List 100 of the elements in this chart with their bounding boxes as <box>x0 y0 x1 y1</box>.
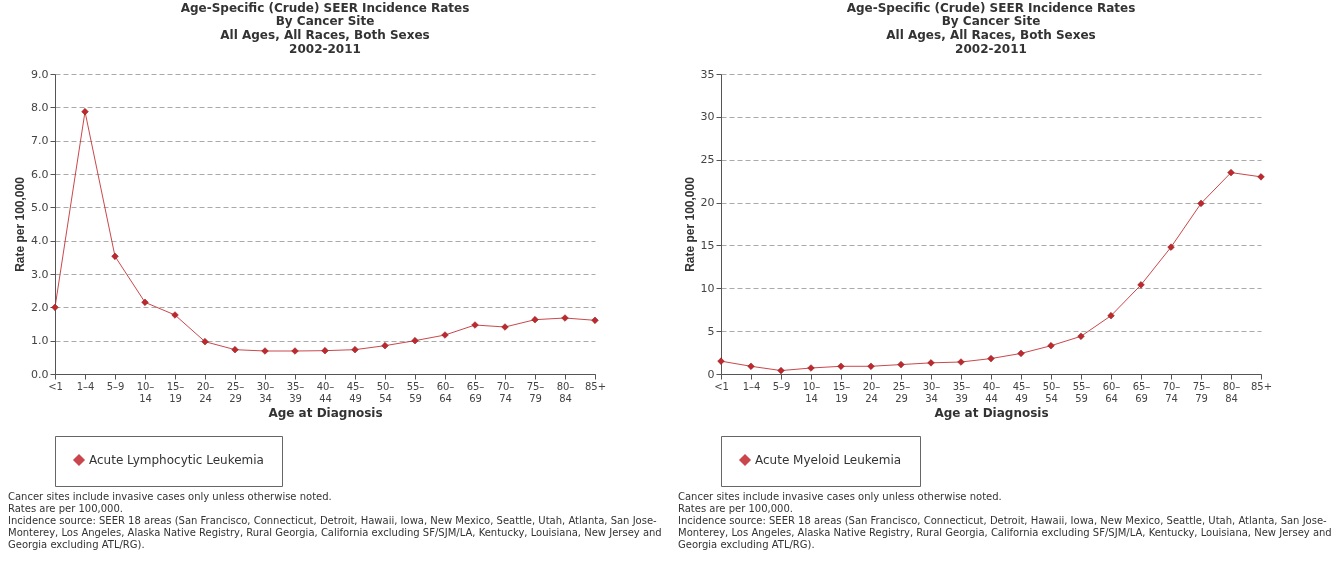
y-tick-label: 10 <box>700 281 715 295</box>
y-tick-label: 2.0 <box>31 300 49 314</box>
y-tick-label: 15 <box>700 238 715 252</box>
point <box>171 311 179 319</box>
legend-label: Acute Lymphocytic Leukemia <box>89 453 264 467</box>
chart-subtitle: By Cancer Site All Ages, All Races, Both Sexes 2002-2011 <box>220 14 430 56</box>
point <box>201 338 209 346</box>
x-tick-label: 75–79 <box>1192 380 1211 404</box>
x-tick-label: 35–39 <box>286 380 305 404</box>
x-tick-label: 45–49 <box>346 380 365 404</box>
x-tick-label: <1 <box>48 380 63 392</box>
x-tick-label: 5–9 <box>772 380 791 392</box>
x-tick-label: 60–64 <box>1102 380 1121 404</box>
point <box>1167 243 1175 251</box>
point <box>987 354 995 363</box>
y-tick-label: 1.0 <box>31 334 49 348</box>
text: Incidence source: SEER 18 areas (San Francisco, Connecticut, Detroit, Hawaii, Iowa, New Mexico, Seattle, Utah, Atlanta, San Jose-Monterey, Los Angeles, Alaska Native Registry, Rural Georgia, California excluding SF/SJM/LA, Kentucky, Louisiana, New Jersey and Georgia excluding ATL/RG). <box>8 515 663 551</box>
y-tick-label: 30 <box>700 110 715 124</box>
x-tick-label: 75–79 <box>526 380 545 404</box>
x-tick-label: 1–4 <box>76 380 95 392</box>
x-tick-label: 25–29 <box>226 380 245 404</box>
legend-label: Acute Myeloid Leukemia <box>755 453 902 467</box>
chart-title: Age-Specific (Crude) SEER Incidence Rates <box>180 1 470 15</box>
point <box>141 298 149 306</box>
x-tick-label: 70–74 <box>496 380 515 404</box>
point <box>81 108 89 116</box>
text: Rates are per 100,000. <box>8 503 124 515</box>
point <box>411 337 419 345</box>
point <box>1107 312 1115 320</box>
point <box>1257 173 1265 181</box>
y-tick-label: 25 <box>700 153 715 167</box>
x-tick-label: 5–9 <box>106 380 125 392</box>
point <box>471 321 479 329</box>
x-tick-label: 70–74 <box>1162 380 1181 404</box>
point <box>591 316 599 324</box>
x-tick-label: 1–4 <box>742 380 761 392</box>
y-tick-label: 5.0 <box>31 200 49 214</box>
point <box>531 316 539 324</box>
text: Cancer sites include invasive cases only unless otherwise noted. <box>678 491 1003 503</box>
y-tick-label: 6.0 <box>31 167 49 181</box>
y-tick-label: 0.0 <box>31 367 49 381</box>
y-tick-label: 5 <box>707 324 715 338</box>
point <box>561 314 569 322</box>
x-tick-label: 35–39 <box>952 380 971 404</box>
point <box>231 346 239 354</box>
point <box>441 331 449 339</box>
point <box>717 357 725 365</box>
text: Cancer sites include invasive cases only unless otherwise noted. <box>8 491 333 503</box>
x-tick-label: 55–59 <box>1072 380 1091 404</box>
x-tick-label: 50–54 <box>1042 380 1061 404</box>
x-axis-title: Age at Diagnosis <box>934 405 1049 420</box>
point <box>51 303 59 311</box>
chart-title: Age-Specific (Crude) SEER Incidence Rates <box>846 1 1136 15</box>
point <box>501 323 509 331</box>
x-tick-label: 85+ <box>1250 380 1273 392</box>
point <box>1197 199 1205 208</box>
y-tick-label: 4.0 <box>31 234 49 248</box>
x-tick-label: 10–14 <box>802 380 821 404</box>
point <box>351 346 359 354</box>
point <box>867 362 875 370</box>
x-tick-label: 55–59 <box>406 380 425 404</box>
point <box>807 364 815 372</box>
x-tick-label: 30–34 <box>922 380 941 404</box>
x-tick-label: 25–29 <box>892 380 911 404</box>
point <box>777 366 785 375</box>
x-tick-label: 85+ <box>584 380 607 392</box>
x-tick-label: 20–24 <box>862 380 881 404</box>
x-tick-label: 20–24 <box>196 380 215 404</box>
y-tick-label: 35 <box>700 67 715 81</box>
x-tick-label: 15–19 <box>832 380 851 404</box>
x-tick-label: 40–44 <box>316 380 335 404</box>
x-tick-label: 40–44 <box>982 380 1001 404</box>
point <box>927 359 935 367</box>
point <box>1047 342 1055 350</box>
x-tick-label: 65–69 <box>1132 380 1151 404</box>
x-tick-label: <1 <box>714 380 729 392</box>
y-axis-title: Rate per 100,000 <box>13 176 28 272</box>
y-tick-label: 3.0 <box>31 267 49 281</box>
point <box>291 347 299 355</box>
x-tick-label: 80–84 <box>1222 380 1241 404</box>
point <box>1017 349 1025 358</box>
x-tick-label: 60–64 <box>436 380 455 404</box>
y-axis-title: Rate per 100,000 <box>682 176 697 272</box>
x-axis-title: Age at Diagnosis <box>268 405 383 420</box>
point <box>1077 332 1085 340</box>
point <box>1137 281 1145 289</box>
point <box>747 362 755 370</box>
point <box>381 342 389 350</box>
text: Incidence source: SEER 18 areas (San Francisco, Connecticut, Detroit, Hawaii, Iowa, New Mexico, Seattle, Utah, Atlanta, San Jose-Monterey, Los Angeles, Alaska Native Registry, Rural Georgia, California excluding SF/SJM/LA, Kentucky, Louisiana, New Jersey and Georgia excluding ATL/RG). <box>678 515 1333 551</box>
chart-subtitle: By Cancer Site All Ages, All Races, Both Sexes 2002-2011 <box>886 14 1096 56</box>
y-tick-label: 7.0 <box>31 134 49 148</box>
x-tick-label: 30–34 <box>256 380 275 404</box>
x-tick-label: 15–19 <box>166 380 185 404</box>
y-tick-label: 20 <box>700 196 715 210</box>
point <box>897 360 905 369</box>
text: Rates are per 100,000. <box>678 503 794 515</box>
x-tick-label: 45–49 <box>1012 380 1031 404</box>
point <box>957 358 965 366</box>
point <box>1227 168 1235 177</box>
y-tick-label: 0 <box>707 367 715 381</box>
